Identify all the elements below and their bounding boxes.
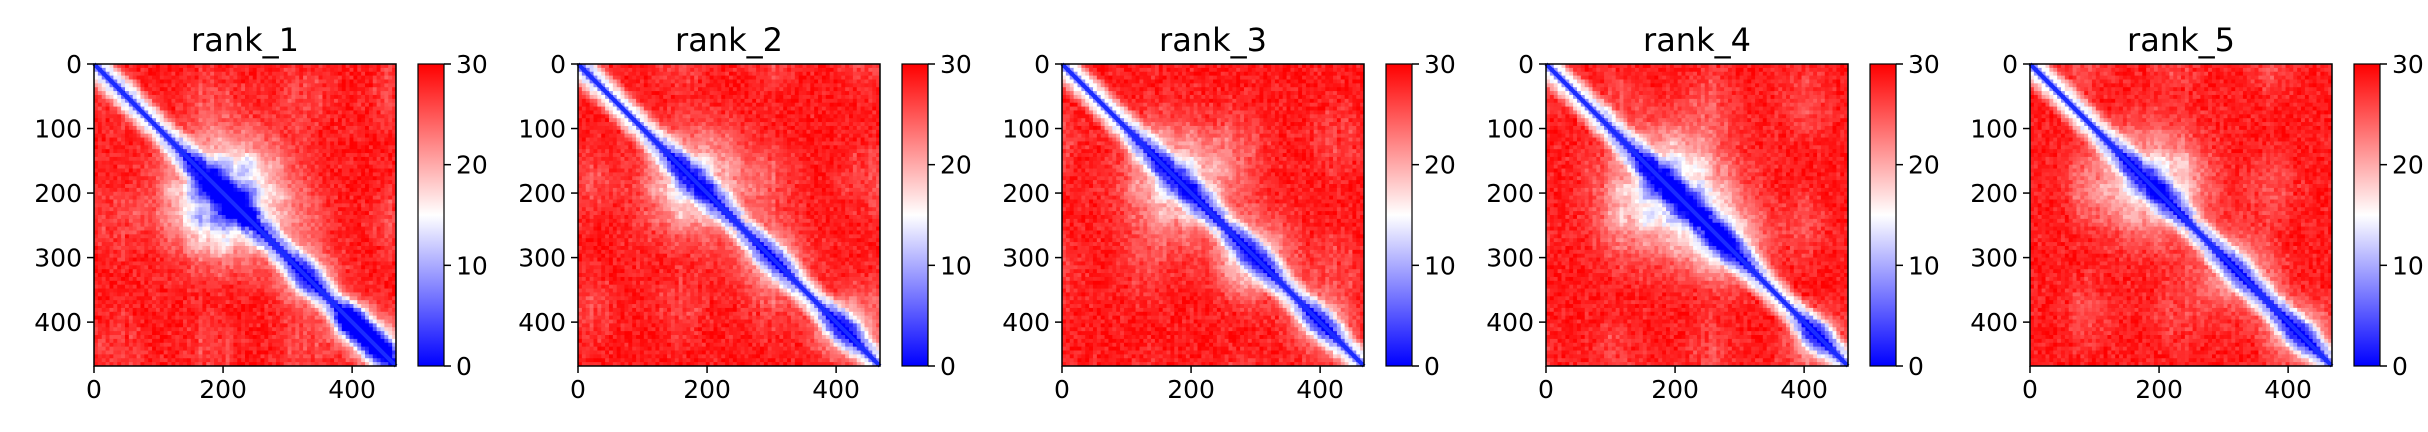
colorbar-gradient [418,64,444,366]
x-tick-label: 400 [1296,375,1344,404]
colorbar-tick-label: 10 [1908,251,1940,280]
x-tick-label: 0 [1054,375,1070,404]
y-tick-label: 400 [1486,308,1534,337]
y-tick-label: 0 [2002,50,2018,79]
heatmap-panel-3: rank_3 0 200 400 0 100 200 300 400 0 10 20 30 [1002,21,1456,404]
colorbar-tick-label: 0 [1424,352,1440,381]
y-tick-label: 200 [1002,179,1050,208]
colorbar-tick-label: 30 [1908,50,1940,79]
heatmap-panel-5: rank_5 0 200 400 0 100 200 300 400 0 10 20 30 [1970,21,2424,404]
colorbar: 0 10 20 30 [418,50,488,381]
y-tick-label: 300 [34,244,82,273]
y-tick-label: 100 [1970,115,2018,144]
x-tick-label: 400 [328,375,376,404]
y-tick-label: 100 [518,115,566,144]
panel-title: rank_1 [191,21,299,59]
y-tick-label: 300 [1486,244,1534,273]
y-tick-label: 300 [1002,244,1050,273]
colorbar-tick-label: 10 [940,251,972,280]
colorbar-tick-label: 30 [1424,50,1456,79]
x-tick-label: 0 [86,375,102,404]
colorbar-tick-label: 30 [940,50,972,79]
x-tick-label: 400 [1780,375,1828,404]
colorbar-gradient [902,64,928,366]
x-tick-label: 0 [570,375,586,404]
colorbar-gradient [1386,64,1412,366]
y-tick-label: 0 [66,50,82,79]
heatmap-panel-1: rank_1 0 200 400 0 100 200 300 400 0 10 20 30 [34,21,488,404]
y-tick-label: 400 [34,308,82,337]
x-tick-label: 200 [2135,375,2183,404]
colorbar-tick-label: 0 [940,352,956,381]
y-tick-label: 400 [1002,308,1050,337]
panel-title: rank_3 [1159,21,1267,59]
colorbar-tick-label: 30 [456,50,488,79]
y-tick-label: 400 [518,308,566,337]
y-tick-label: 0 [1518,50,1534,79]
panel-title: rank_2 [675,21,783,59]
y-tick-label: 100 [34,115,82,144]
colorbar-tick-label: 0 [1908,352,1924,381]
panel-title: rank_5 [2127,21,2235,59]
colorbar-tick-label: 10 [1424,251,1456,280]
colorbar-tick-label: 20 [1908,151,1940,180]
x-tick-label: 200 [1651,375,1699,404]
y-tick-label: 0 [550,50,566,79]
y-tick-label: 300 [518,244,566,273]
panel-title: rank_4 [1643,21,1751,59]
colorbar-tick-label: 20 [1424,151,1456,180]
y-tick-label: 100 [1486,115,1534,144]
colorbar-tick-label: 30 [2392,50,2424,79]
y-tick-label: 200 [518,179,566,208]
y-tick-label: 100 [1002,115,1050,144]
y-tick-label: 0 [1034,50,1050,79]
x-tick-label: 0 [2022,375,2038,404]
colorbar: 0 10 20 30 [1870,50,1940,381]
colorbar-gradient [1870,64,1896,366]
colorbar-tick-label: 20 [456,151,488,180]
y-tick-label: 200 [34,179,82,208]
heatmap-panel-4: rank_4 0 200 400 0 100 200 300 400 0 10 20 30 [1486,21,1940,404]
heatmap-panel-2: rank_2 0 200 400 0 100 200 300 400 0 10 20 30 [518,21,972,404]
colorbar-tick-label: 20 [2392,151,2424,180]
x-tick-label: 200 [1167,375,1215,404]
colorbar-tick-label: 0 [456,352,472,381]
colorbar: 0 10 20 30 [1386,50,1456,381]
colorbar: 0 10 20 30 [2354,50,2424,381]
x-tick-label: 200 [683,375,731,404]
colorbar-gradient [2354,64,2380,366]
x-tick-label: 200 [199,375,247,404]
y-tick-label: 200 [1970,179,2018,208]
colorbar-tick-label: 10 [2392,251,2424,280]
y-tick-label: 200 [1486,179,1534,208]
y-tick-label: 400 [1970,308,2018,337]
x-tick-label: 400 [2264,375,2312,404]
colorbar-tick-label: 10 [456,251,488,280]
y-tick-label: 300 [1970,244,2018,273]
x-tick-label: 400 [812,375,860,404]
colorbar-tick-label: 0 [2392,352,2408,381]
colorbar: 0 10 20 30 [902,50,972,381]
x-tick-label: 0 [1538,375,1554,404]
colorbar-tick-label: 20 [940,151,972,180]
